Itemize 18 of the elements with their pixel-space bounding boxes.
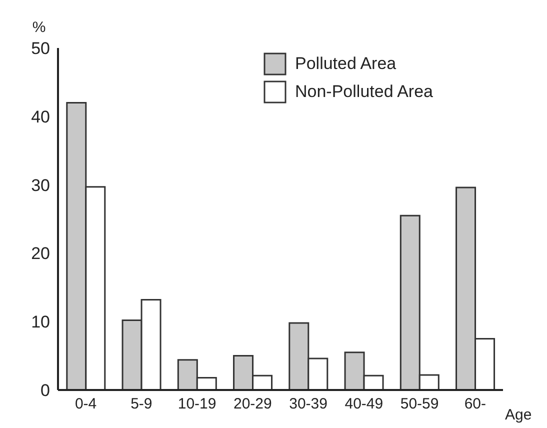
x-tick-label: 40-49: [344, 396, 384, 413]
x-tick-label: 50-59: [400, 396, 439, 413]
x-tick-label: 10-19: [178, 396, 216, 413]
y-tick-label: 50: [31, 39, 50, 58]
x-tick-label: 20-29: [234, 396, 272, 413]
y-axis-title: %: [32, 19, 46, 36]
y-tick-label: 0: [40, 381, 50, 400]
x-tick-label: 60-: [464, 396, 486, 413]
y-tick-label: 10: [31, 312, 50, 332]
x-tick-label: 0-4: [74, 396, 97, 413]
y-tick-label: 30: [31, 176, 50, 195]
legend-label: Non-Polluted Area: [295, 82, 433, 102]
legend-label: Polluted Area: [295, 54, 396, 74]
x-axis-title: Age: [505, 406, 532, 424]
x-tick-label: 5-9: [130, 396, 152, 413]
y-tick-label: 20: [31, 244, 50, 264]
y-tick-label: 40: [31, 107, 50, 126]
x-tick-label: 30-39: [289, 396, 328, 413]
